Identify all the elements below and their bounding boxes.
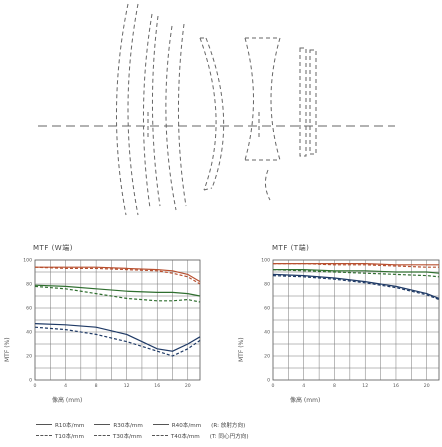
filter-plate-2 <box>309 49 317 155</box>
x-tick-label: 20 <box>424 383 430 389</box>
y-tick-label: 80 <box>26 282 32 288</box>
series-line <box>272 269 440 278</box>
x-tick-label: 12 <box>124 383 130 389</box>
legend-item: R10本/mm <box>36 421 84 429</box>
x-tick-label: 8 <box>95 383 98 389</box>
y-tick-label: 20 <box>26 354 32 360</box>
y-tick-label: 80 <box>264 282 270 288</box>
x-axis-label: 像高 (mm) <box>52 397 83 404</box>
y-tick-label: 0 <box>29 378 32 384</box>
x-tick-label: 8 <box>333 383 336 389</box>
mtf-chart-tele: 100 80 60 40 20 00 4 8 12 16 20 <box>261 258 440 389</box>
lens-element-1 <box>115 3 139 216</box>
y-tick-label: 0 <box>267 378 270 384</box>
lens-element-4 <box>199 37 225 191</box>
legend-item: T30本/mm <box>93 432 142 440</box>
series-line <box>34 323 201 352</box>
chart-legend: R10本/mm R30本/mm R40本/mm (R: 放射方向) T10本/m… <box>36 419 440 441</box>
lens-element-6 <box>264 169 271 201</box>
x-tick-label: 20 <box>185 383 191 389</box>
series-line <box>273 269 440 274</box>
series-line <box>35 266 201 283</box>
y-tick-label: 100 <box>261 258 270 264</box>
legend-swatch <box>36 435 52 436</box>
legend-item: T40本/mm <box>151 432 200 440</box>
lens-element-2 <box>143 13 161 209</box>
series-line <box>273 263 439 268</box>
x-tick-label: 4 <box>302 383 305 389</box>
series-line <box>273 263 439 266</box>
legend-swatch <box>152 424 169 425</box>
series-line <box>34 284 201 297</box>
x-tick-label: 0 <box>272 383 275 389</box>
y-tick-label: 20 <box>264 354 270 360</box>
series-line <box>272 273 440 299</box>
chart-title: MTF (W端) <box>33 244 73 252</box>
x-tick-label: 16 <box>393 383 399 389</box>
filter-plate-1 <box>299 47 307 157</box>
x-tick-label: 16 <box>154 383 160 389</box>
mtf-chart-wide: 100 80 60 40 20 00 4 8 12 16 20 <box>23 258 201 389</box>
legend-swatch <box>94 424 111 425</box>
y-tick-label: 40 <box>26 330 32 336</box>
x-tick-label: 12 <box>362 383 368 389</box>
series-line <box>34 266 201 285</box>
x-tick-label: 4 <box>64 383 67 389</box>
legend-swatch <box>93 435 110 436</box>
chart-title: MTF (T端) <box>272 244 310 252</box>
legend-item: R40本/mm <box>152 421 201 429</box>
y-tick-label: 60 <box>26 306 32 312</box>
lens-element-3 <box>165 23 187 211</box>
series-line <box>272 275 440 301</box>
lens-construction-diagram <box>38 3 395 216</box>
legend-item: R30本/mm <box>94 421 143 429</box>
series-line <box>34 285 201 303</box>
x-tick-label: 0 <box>34 383 37 389</box>
series-line <box>34 326 201 357</box>
y-tick-label: 40 <box>264 330 270 336</box>
legend-note: (R: 放射方向) <box>211 422 246 429</box>
x-axis-label: 像高 (mm) <box>290 397 321 404</box>
legend-swatch <box>151 435 168 436</box>
lens-element-5 <box>244 37 281 161</box>
y-tick-label: 60 <box>264 306 270 312</box>
legend-note: (T: 同心円方向) <box>209 433 249 440</box>
y-tick-label: 100 <box>23 258 32 264</box>
legend-swatch <box>36 424 52 425</box>
legend-item: T10本/mm <box>36 432 84 440</box>
